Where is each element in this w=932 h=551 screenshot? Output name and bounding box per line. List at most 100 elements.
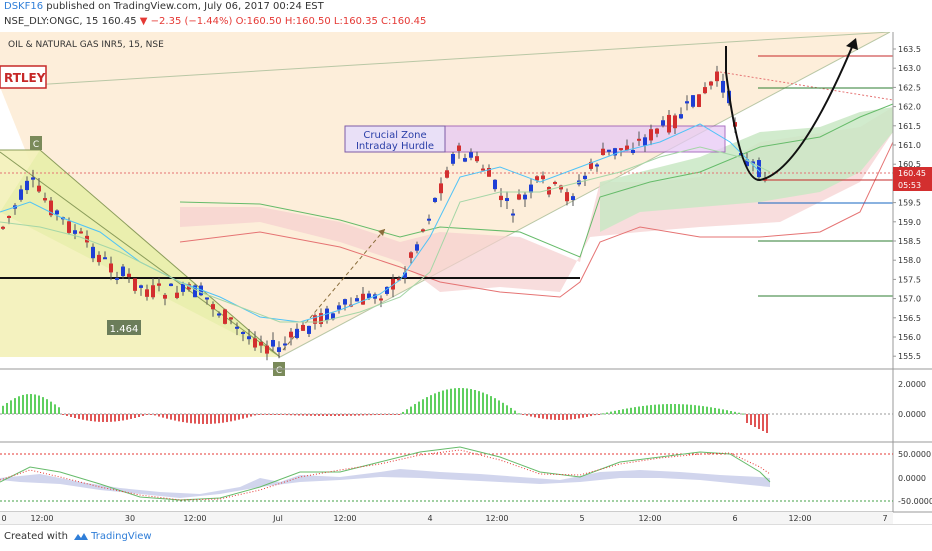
- last-price-tag: [893, 167, 932, 179]
- chart-area[interactable]: Crucial Zone Intraday Hurdle OIL & NATUR…: [0, 32, 932, 524]
- zone-label-line2: Intraday Hurdle: [356, 141, 434, 152]
- candle: [433, 197, 437, 202]
- candle: [337, 305, 341, 310]
- macd-bar: [746, 414, 748, 423]
- pattern-area-orange: [0, 32, 890, 357]
- macd-bar: [282, 414, 284, 415]
- ratio-label: 1.464: [110, 324, 139, 335]
- candle: [31, 177, 35, 180]
- candle: [211, 304, 215, 310]
- candle: [529, 184, 533, 193]
- macd-bar: [10, 400, 12, 414]
- macd-bar: [86, 414, 88, 421]
- macd-bar: [14, 398, 16, 414]
- candle: [643, 137, 647, 146]
- candle: [757, 160, 761, 178]
- macd-bar: [562, 414, 564, 420]
- rsi-axis-top: 50.0000: [898, 450, 931, 459]
- candle: [367, 293, 371, 299]
- macd-bar: [170, 414, 172, 420]
- candle: [43, 198, 47, 201]
- macd-bar: [362, 414, 364, 416]
- candle: [133, 278, 137, 291]
- macd-axis-zero: 0.0000: [898, 410, 926, 419]
- forecast-arrow[interactable]: [725, 39, 856, 181]
- macd-bar: [246, 414, 248, 418]
- author-link[interactable]: DSKF16: [4, 1, 44, 12]
- price-tick-label: 155.5: [898, 352, 921, 361]
- macd-bar: [574, 414, 576, 419]
- pattern-label-box: [0, 65, 47, 89]
- candle: [169, 283, 173, 287]
- candle: [697, 94, 701, 107]
- macd-bar: [490, 396, 492, 414]
- candle: [115, 277, 119, 280]
- tradingview-logo-icon: [74, 532, 89, 540]
- macd-bar: [750, 414, 752, 425]
- chart-header: DSKF16 published on TradingView.com, Jul…: [0, 0, 932, 32]
- candle: [289, 331, 293, 338]
- candle: [103, 257, 107, 260]
- macd-bar: [570, 414, 572, 420]
- price-tick-label: 162.5: [898, 83, 921, 92]
- candle: [415, 244, 419, 251]
- macd-bar: [654, 404, 656, 414]
- macd-bar: [194, 414, 196, 424]
- candle: [241, 332, 245, 335]
- macd-bar: [354, 414, 356, 416]
- point-c-top-label: C: [33, 140, 39, 150]
- macd-bar: [326, 414, 328, 416]
- candle: [463, 158, 467, 162]
- macd-bar: [358, 414, 360, 416]
- candle: [91, 246, 95, 259]
- projection-line: [282, 228, 386, 351]
- macd-bar: [290, 414, 292, 416]
- time-axis[interactable]: [0, 512, 893, 524]
- publish-line: DSKF16 published on TradingView.com, Jul…: [4, 1, 324, 12]
- tradingview-link[interactable]: TradingView: [91, 531, 152, 542]
- macd-bar: [418, 401, 420, 414]
- macd-bar: [66, 414, 68, 416]
- candle: [343, 299, 347, 305]
- macd-bar: [702, 406, 704, 414]
- candle: [631, 150, 635, 154]
- macd-bar: [446, 389, 448, 414]
- candle: [25, 180, 29, 191]
- candle: [649, 129, 653, 141]
- macd-bar: [518, 413, 520, 415]
- zone-label-line1: Crucial Zone: [363, 130, 426, 141]
- macd-bar: [526, 414, 528, 416]
- macd-bar: [50, 401, 52, 414]
- candle: [619, 148, 623, 151]
- candle: [67, 221, 71, 233]
- price-change: −2.35 (−1.44%): [150, 16, 233, 27]
- candle: [691, 95, 695, 107]
- macd-bar: [466, 388, 468, 414]
- macd-bar: [206, 414, 208, 424]
- macd-bar: [298, 414, 300, 416]
- candle: [625, 145, 629, 151]
- candle: [319, 313, 323, 324]
- macd-bar: [166, 414, 168, 419]
- time-tick-label: 12:00: [30, 514, 53, 523]
- macd-histogram[interactable]: [2, 388, 768, 433]
- price-tick-label: 163.0: [898, 64, 921, 73]
- macd-bar: [566, 414, 568, 420]
- price-tick-label: 159.0: [898, 218, 921, 227]
- macd-bar: [226, 414, 228, 423]
- candle: [571, 196, 575, 201]
- time-tick-label: Jul: [272, 514, 283, 523]
- countdown-value: 05:53: [898, 181, 921, 190]
- candle: [655, 128, 659, 134]
- macd-bar: [306, 414, 308, 416]
- macd-bar: [2, 405, 4, 414]
- macd-bar: [126, 414, 128, 420]
- candle: [607, 149, 611, 152]
- time-tick-label: 12:00: [788, 514, 811, 523]
- candle: [37, 185, 41, 192]
- macd-bar: [214, 414, 216, 424]
- kijun-line: [0, 146, 771, 323]
- time-tick-label: 0: [1, 514, 6, 523]
- price-axis[interactable]: 163.5163.0162.5162.0161.5161.0160.5160.0…: [893, 45, 921, 361]
- footer: Created with TradingView: [0, 524, 932, 551]
